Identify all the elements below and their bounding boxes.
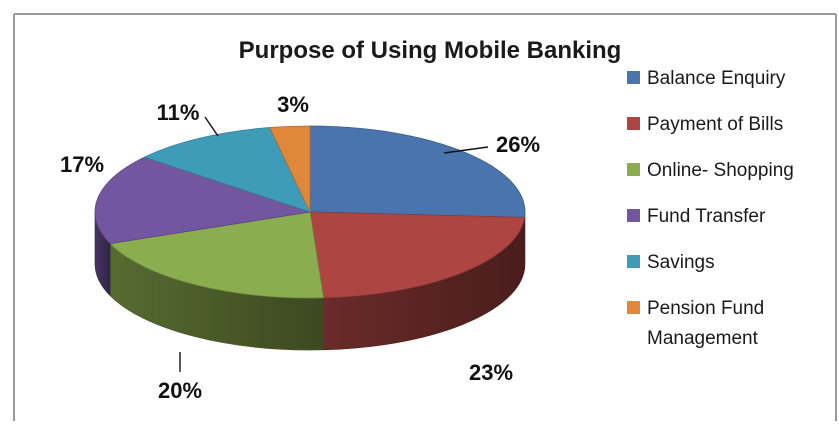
legend-swatch (627, 163, 640, 176)
legend-label: Online- Shopping (647, 160, 794, 181)
legend-swatch (627, 301, 640, 314)
data-label: 17% (60, 152, 104, 177)
data-label: 20% (158, 378, 202, 403)
legend: Balance Enquiry Payment of Bills Online- S… (627, 68, 794, 349)
legend-label: Balance Enquiry (647, 68, 786, 89)
leader-line (205, 117, 218, 136)
legend-label: Savings (647, 252, 715, 273)
data-label: 23% (469, 360, 513, 385)
pie-top (95, 126, 525, 298)
data-label: 26% (496, 132, 540, 157)
data-label: 3% (277, 92, 309, 117)
legend-swatch (627, 255, 640, 268)
legend-swatch (627, 71, 640, 84)
data-label: 11% (157, 100, 200, 125)
legend-label: Fund Transfer (647, 206, 766, 227)
legend-label: Payment of Bills (647, 114, 783, 135)
chart-title: Purpose of Using Mobile Banking (239, 37, 622, 64)
legend-swatch (627, 117, 640, 130)
legend-swatch (627, 209, 640, 222)
slice-balance-enquiry (310, 126, 525, 217)
